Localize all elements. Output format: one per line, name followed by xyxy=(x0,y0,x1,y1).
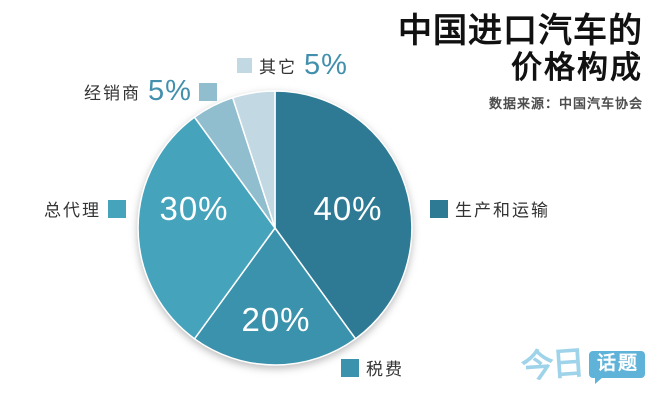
pie-slice-other xyxy=(231,90,276,229)
chart-title-line1: 中国进口汽车的 xyxy=(398,12,643,50)
chart-title-line2: 价格构成 xyxy=(511,50,643,86)
label-other-text: 其它 xyxy=(259,58,297,77)
label-agent: 总代理 xyxy=(44,196,126,221)
legend-swatch-other xyxy=(237,58,252,73)
pie-slice-tax xyxy=(193,227,357,366)
label-production: 生产和运输 xyxy=(430,196,550,221)
pie-slice-production xyxy=(274,90,413,340)
legend-swatch-dealer xyxy=(198,82,217,101)
pie-slice-agent xyxy=(137,116,276,340)
legend-swatch-agent xyxy=(108,199,126,218)
logo-badge: 话题 xyxy=(589,350,646,385)
pie-value-label-tax: 20% xyxy=(241,301,310,338)
chart-source-note: 数据来源：中国汽车协会 xyxy=(488,96,643,112)
pie-value-label-production: 40% xyxy=(313,190,382,227)
chart-title-block: 中国进口汽车的 价格构成 数据来源：中国汽车协会 xyxy=(398,12,643,112)
label-tax-text: 税费 xyxy=(366,360,404,379)
label-agent-text: 总代理 xyxy=(44,201,101,220)
label-production-text: 生产和运输 xyxy=(455,201,550,220)
pie-value-label-agent: 30% xyxy=(159,190,228,227)
label-dealer-pct: 5% xyxy=(148,75,192,107)
legend-swatch-tax xyxy=(341,358,359,377)
legend-swatch-production xyxy=(430,199,448,218)
logo: 今日 话题 xyxy=(519,343,646,386)
label-other-pct: 5% xyxy=(304,49,348,81)
label-tax: 税费 xyxy=(341,355,404,380)
logo-script-text: 今日 xyxy=(519,343,585,386)
label-dealer-text: 经销商 xyxy=(84,84,141,103)
label-dealer: 经销商 5% xyxy=(84,77,217,106)
label-other: 其它 5% xyxy=(237,51,348,80)
